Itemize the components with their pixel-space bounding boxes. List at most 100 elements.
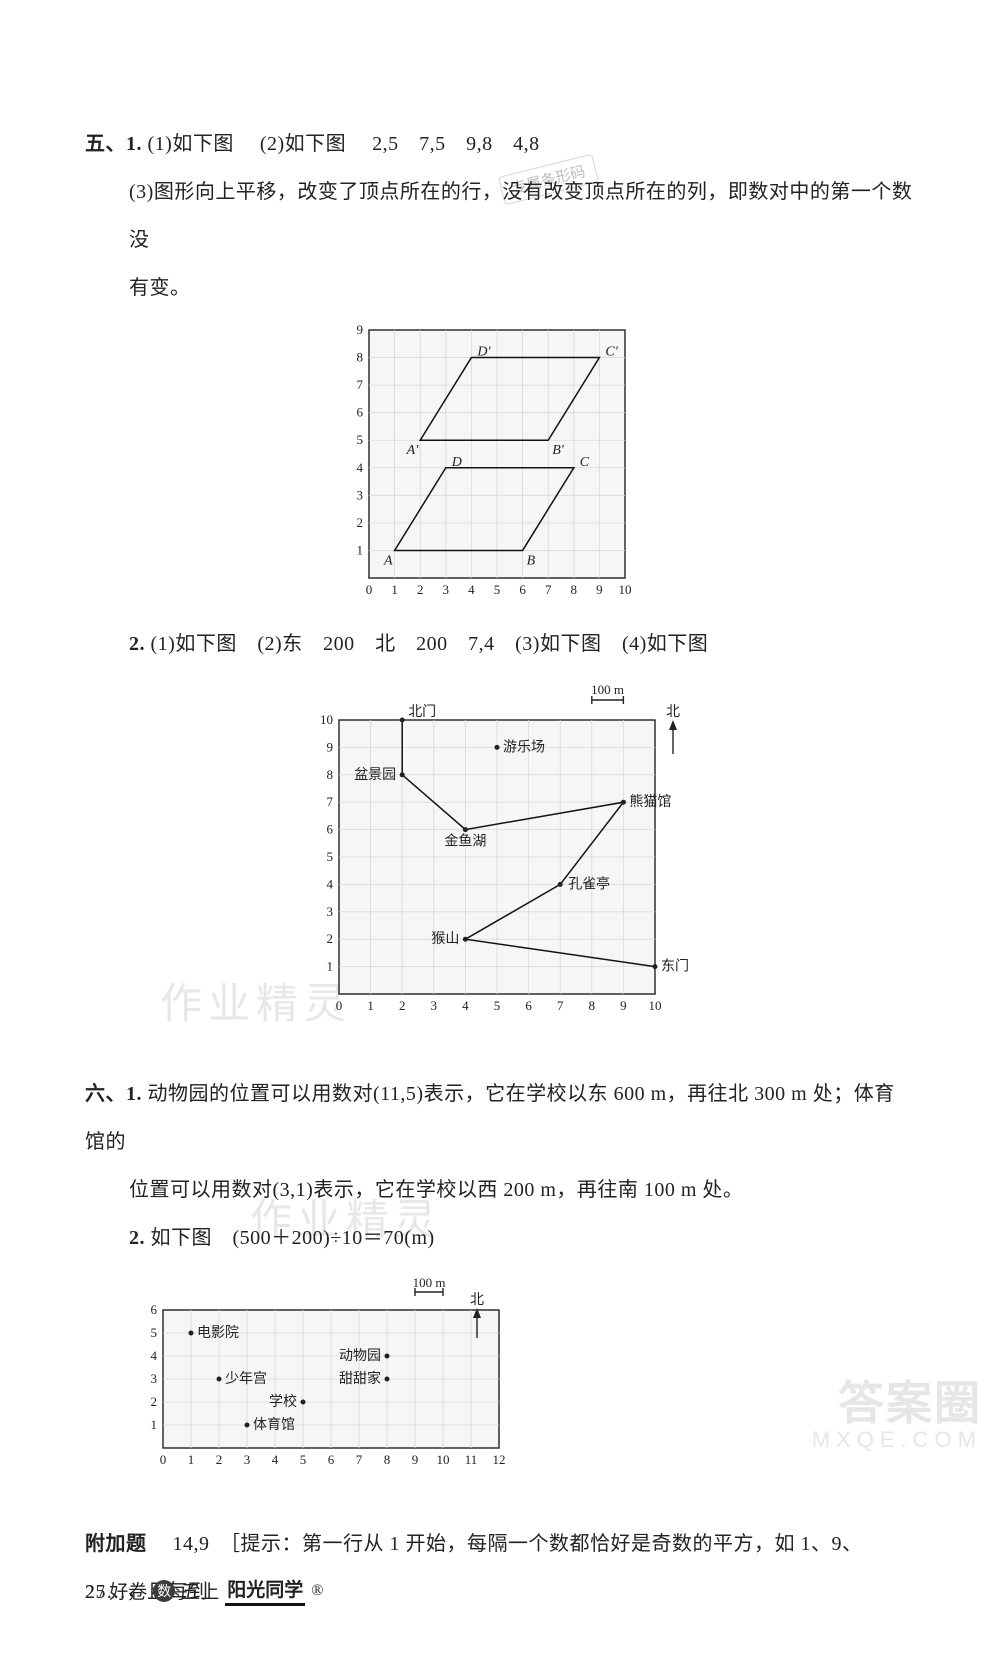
svg-text:2: 2 (357, 515, 364, 530)
svg-text:C: C (580, 455, 590, 470)
svg-text:A: A (383, 553, 393, 568)
sec5-q1-p2: (2)如下图 (260, 133, 346, 155)
svg-text:北: 北 (470, 1292, 484, 1308)
chart2: 01234567891012345678910100 m北北门游乐场盆景园熊猫馆… (305, 678, 695, 1052)
sec6-q1-line1: 六、1. 动物园的位置可以用数对(11,5)表示，它在学校以东 600 m，再往… (85, 1070, 915, 1166)
svg-text:7: 7 (327, 794, 334, 809)
chart2-wrap: 01234567891012345678910100 m北北门游乐场盆景园熊猫馆… (85, 678, 915, 1052)
svg-text:0: 0 (160, 1452, 167, 1467)
sec5-q1-pairs: 2,5 7,5 9,8 4,8 (372, 133, 540, 155)
svg-text:熊猫馆: 熊猫馆 (629, 794, 671, 810)
svg-text:7: 7 (557, 998, 564, 1013)
sec5-q2-heading: 2. (129, 633, 145, 655)
chart3-wrap: 0123456789101112123456100 m北电影院动物园少年宫甜甜家… (129, 1272, 915, 1502)
svg-text:A': A' (406, 443, 420, 458)
svg-text:6: 6 (151, 1302, 158, 1317)
svg-text:8: 8 (384, 1452, 391, 1467)
svg-text:10: 10 (437, 1452, 450, 1467)
svg-text:C': C' (605, 345, 618, 360)
svg-text:电影院: 电影院 (197, 1325, 239, 1341)
page: 五、1. (1)如下图 (2)如下图 2,5 7,5 9,8 4,8 (3)图形… (0, 0, 1000, 1656)
svg-text:8: 8 (589, 998, 596, 1013)
svg-text:3: 3 (357, 487, 364, 502)
svg-text:5: 5 (494, 998, 501, 1013)
svg-text:8: 8 (327, 767, 334, 782)
svg-text:东门: 东门 (661, 959, 689, 975)
sec6-q2-line: 2. 如下图 (500＋200)÷10＝70(m) (85, 1214, 915, 1262)
svg-text:4: 4 (468, 582, 475, 597)
svg-text:6: 6 (357, 405, 364, 420)
svg-text:金鱼湖: 金鱼湖 (444, 833, 486, 850)
svg-text:3: 3 (151, 1371, 158, 1386)
svg-text:12: 12 (493, 1452, 506, 1467)
svg-text:孔雀亭: 孔雀亭 (568, 875, 610, 892)
svg-text:9: 9 (327, 739, 334, 754)
sec5-q2-text: (1)如下图 (2)东 200 北 200 7,4 (3)如下图 (4)如下图 (151, 633, 709, 655)
sec6-text1b: 位置可以用数对(3,1)表示，它在学校以西 200 m，再往南 100 m 处。 (85, 1166, 915, 1214)
sec6-text1: 动物园的位置可以用数对(11,5)表示，它在学校以东 600 m，再往北 300… (85, 1083, 895, 1153)
svg-text:100 m: 100 m (413, 1275, 446, 1290)
svg-text:北: 北 (666, 704, 680, 720)
svg-text:D': D' (476, 345, 491, 360)
svg-text:0: 0 (336, 998, 343, 1013)
svg-text:猴山: 猴山 (431, 931, 459, 947)
footer-page: 2 / 好卷 (85, 1577, 147, 1604)
chart1: 012345678910123456789ABCDA'B'C'D' (335, 322, 665, 602)
sec6-q2-text: 如下图 (500＋200)÷10＝70(m) (151, 1227, 435, 1249)
footer-brand: 阳光同学 (225, 1575, 305, 1606)
svg-text:4: 4 (272, 1452, 279, 1467)
svg-text:3: 3 (244, 1452, 251, 1467)
svg-text:动物园: 动物园 (339, 1348, 381, 1364)
sec5-q1-p3: (3)图形向上平移，改变了顶点所在的行，没有改变顶点所在的列，即数对中的第一个数… (85, 168, 915, 264)
svg-text:3: 3 (443, 582, 450, 597)
sec6-q2-heading: 2. (129, 1227, 145, 1249)
svg-text:2: 2 (151, 1394, 158, 1409)
svg-text:2: 2 (399, 998, 406, 1013)
svg-text:1: 1 (391, 582, 398, 597)
svg-text:D: D (451, 455, 462, 470)
svg-text:10: 10 (320, 712, 333, 727)
svg-text:5: 5 (300, 1452, 307, 1467)
svg-text:5: 5 (357, 432, 364, 447)
svg-text:3: 3 (327, 904, 334, 919)
footer-badge: 数 (153, 1580, 175, 1602)
svg-text:9: 9 (596, 582, 603, 597)
svg-text:2: 2 (216, 1452, 223, 1467)
svg-text:5: 5 (494, 582, 501, 597)
svg-text:8: 8 (571, 582, 578, 597)
svg-text:5: 5 (151, 1325, 158, 1340)
svg-text:1: 1 (151, 1417, 158, 1432)
svg-text:9: 9 (357, 322, 364, 337)
sec5-heading: 五、1. (85, 133, 142, 155)
sec5-q1-p3b: 有变。 (85, 264, 915, 312)
svg-text:2: 2 (417, 582, 424, 597)
svg-text:5: 5 (327, 849, 334, 864)
svg-text:7: 7 (545, 582, 552, 597)
svg-text:3: 3 (431, 998, 438, 1013)
svg-text:9: 9 (412, 1452, 419, 1467)
svg-text:7: 7 (356, 1452, 363, 1467)
chart3: 0123456789101112123456100 m北电影院动物园少年宫甜甜家… (129, 1272, 539, 1502)
footer-reg: ® (311, 1582, 323, 1600)
svg-text:10: 10 (619, 582, 632, 597)
svg-text:11: 11 (465, 1452, 478, 1467)
footer: 2 / 好卷 数 五上 阳光同学® (85, 1575, 323, 1606)
svg-text:10: 10 (649, 998, 662, 1013)
svg-text:9: 9 (620, 998, 627, 1013)
svg-text:7: 7 (357, 377, 364, 392)
svg-text:4: 4 (462, 998, 469, 1013)
svg-text:6: 6 (327, 822, 334, 837)
svg-text:学校: 学校 (269, 1393, 297, 1410)
svg-text:1: 1 (188, 1452, 195, 1467)
sec5-q1-line1: 五、1. (1)如下图 (2)如下图 2,5 7,5 9,8 4,8 (85, 120, 915, 168)
svg-text:2: 2 (327, 931, 334, 946)
svg-text:1: 1 (327, 959, 334, 974)
svg-text:体育馆: 体育馆 (253, 1417, 295, 1433)
svg-text:B': B' (552, 443, 565, 458)
sec5-q1-p1: (1)如下图 (148, 133, 234, 155)
svg-text:1: 1 (357, 542, 364, 557)
extra-heading: 附加题 (85, 1533, 147, 1555)
svg-text:4: 4 (151, 1348, 158, 1363)
svg-text:100 m: 100 m (591, 682, 624, 697)
svg-text:4: 4 (327, 876, 334, 891)
